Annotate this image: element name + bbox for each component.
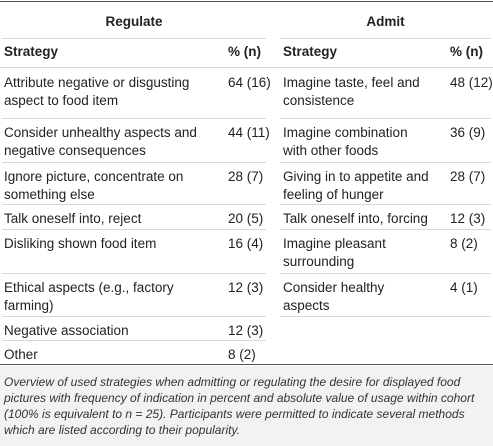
group-title: Regulate <box>105 14 163 29</box>
strategy: Talk oneself into, forcing <box>283 211 428 226</box>
rule <box>0 1 493 2</box>
percent: 4 (1) <box>450 280 478 295</box>
column-header: % (n) <box>228 44 261 59</box>
rule <box>280 273 491 274</box>
rule <box>2 273 266 274</box>
percent: 12 (3) <box>228 323 264 338</box>
rule <box>0 364 493 365</box>
caption-line: which are listed according to their popu… <box>4 423 240 437</box>
strategy: consistence <box>283 93 355 108</box>
rule <box>280 118 491 119</box>
caption-box: Overview of used strategies when admitti… <box>0 366 493 446</box>
strategy: Disliking shown food item <box>4 236 157 251</box>
caption-line: (100% is equivalent to n = 25). Particip… <box>4 407 465 421</box>
strategy: Consider unhealthy aspects and <box>4 125 197 140</box>
rule <box>280 229 491 230</box>
strategy: Attribute negative or disgusting <box>4 75 190 90</box>
percent: 16 (4) <box>228 236 264 251</box>
rule <box>2 204 266 205</box>
strategy: Giving in to appetite and <box>283 169 429 184</box>
rule <box>280 38 491 39</box>
percent: 44 (11) <box>228 125 270 140</box>
rule <box>280 162 491 163</box>
percent: 36 (9) <box>450 125 486 140</box>
strategy: Negative association <box>4 323 129 338</box>
strategy: Ethical aspects (e.g., factory <box>4 280 174 295</box>
strategy: negative consequences <box>4 143 146 158</box>
caption-line: pictures with frequency of indication in… <box>4 391 475 405</box>
strategy: with other foods <box>283 143 379 158</box>
percent: 28 (7) <box>228 169 264 184</box>
percent: 28 (7) <box>450 169 486 184</box>
rule <box>0 67 493 68</box>
strategy: Consider healthy <box>283 280 385 295</box>
percent: 8 (2) <box>450 236 478 251</box>
strategy: Talk oneself into, reject <box>4 211 142 226</box>
caption-line: Overview of used strategies when admitti… <box>4 375 461 389</box>
column-header: Strategy <box>4 44 59 59</box>
percent: 12 (3) <box>228 280 264 295</box>
strategy: Imagine taste, feel and <box>283 75 420 90</box>
strategy: Ignore picture, concentrate on <box>4 169 184 184</box>
rule <box>2 229 266 230</box>
rule <box>2 118 266 119</box>
column-header: Strategy <box>283 44 338 59</box>
rule <box>2 340 266 341</box>
strategy: Imagine combination <box>283 125 408 140</box>
rule <box>2 38 266 39</box>
percent: 20 (5) <box>228 211 264 226</box>
strategy: Other <box>4 347 38 362</box>
strategy: aspects <box>283 298 330 313</box>
percent: 8 (2) <box>228 347 256 362</box>
strategy: feeling of hunger <box>283 187 384 202</box>
strategy: Imagine pleasant <box>283 236 386 251</box>
percent: 48 (12) <box>450 75 493 90</box>
group-title: Admit <box>366 14 405 29</box>
rule <box>280 204 491 205</box>
rule <box>280 316 491 317</box>
percent: 12 (3) <box>450 211 486 226</box>
strategy: aspect to food item <box>4 93 119 108</box>
rule <box>2 316 266 317</box>
percent: 64 (16) <box>228 75 271 90</box>
strategy: farming) <box>4 298 54 313</box>
rule <box>2 162 266 163</box>
column-header: % (n) <box>450 44 483 59</box>
strategy: something else <box>4 187 95 202</box>
strategy: surrounding <box>283 254 355 269</box>
